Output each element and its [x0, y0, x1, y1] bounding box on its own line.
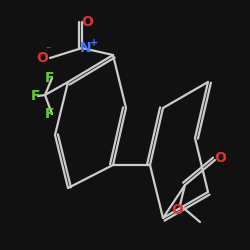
Text: O: O — [81, 15, 93, 29]
Text: +: + — [90, 38, 98, 48]
Text: F: F — [45, 107, 54, 121]
Text: N: N — [80, 41, 92, 55]
Text: ⁻: ⁻ — [45, 46, 50, 56]
Text: O: O — [214, 150, 226, 164]
Text: O: O — [172, 203, 183, 217]
Text: O: O — [36, 51, 48, 65]
Text: F: F — [45, 71, 54, 85]
Text: F: F — [31, 89, 40, 103]
